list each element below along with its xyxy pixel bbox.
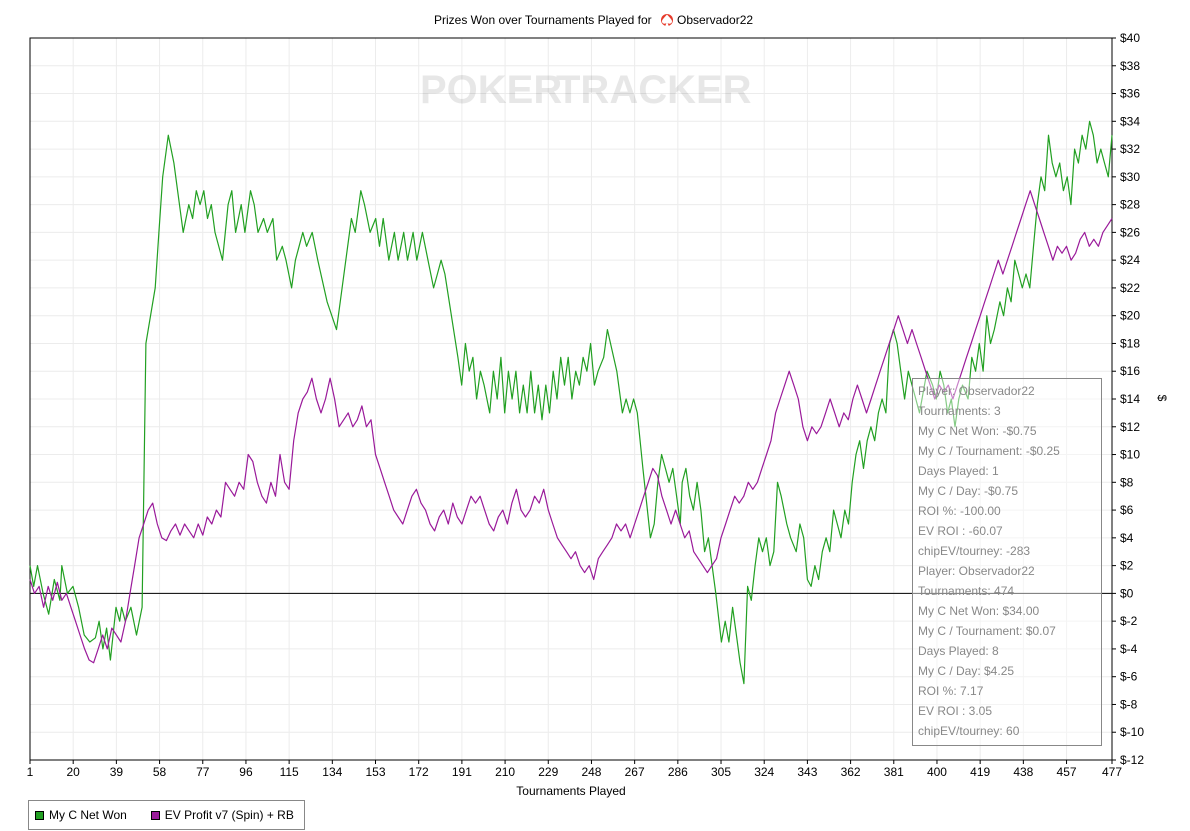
legend-swatch	[150, 810, 160, 820]
y-tick-label: $-4	[1120, 642, 1138, 656]
x-tick-label: 115	[280, 765, 299, 779]
tooltip-line: EV ROI : 3.05	[918, 704, 993, 718]
y-tick-label: $20	[1120, 309, 1140, 323]
poker-tracker-watermark: POKER TRACKER	[420, 68, 752, 112]
y-tick-label: $28	[1120, 198, 1140, 212]
series-layer	[29, 120, 1113, 685]
watermark-tracker: TRACKER	[556, 68, 752, 112]
x-tick-label: 267	[625, 765, 645, 779]
x-tick-label: 400	[927, 765, 947, 779]
tooltip-line: chipEV/tourney: 60	[918, 724, 1020, 738]
legend-swatch	[35, 810, 44, 820]
y-tick-label: $26	[1120, 225, 1140, 239]
chart-title-player: Observador22	[677, 13, 753, 27]
legend-item-ev-profit[interactable]: EV Profit v7 (Spin) + RB	[150, 808, 294, 822]
x-tick-label: 210	[495, 765, 515, 779]
y-tick-label: $34	[1120, 114, 1140, 128]
x-tick-label: 477	[1102, 765, 1122, 779]
x-tick-label: 39	[110, 765, 124, 779]
y-tick-label: $-6	[1120, 670, 1138, 684]
y-tick-label: $24	[1120, 253, 1140, 267]
y-tick-label: $0	[1120, 586, 1134, 600]
chart-title-group: Prizes Won over Tournaments Played for O…	[434, 13, 753, 27]
tooltip-line: Tournaments: 474	[918, 584, 1015, 598]
x-tick-label: 248	[581, 765, 601, 779]
y-tick-label: $22	[1120, 281, 1140, 295]
x-tick-label: 419	[970, 765, 990, 779]
y-tick-label: $4	[1120, 531, 1134, 545]
tooltip-line: My C / Tournament: $0.07	[918, 624, 1056, 638]
x-tick-label: 381	[884, 765, 904, 779]
y-axis-label: $	[1155, 395, 1169, 402]
x-tick-label: 343	[797, 765, 817, 779]
x-axis-label: Tournaments Played	[516, 784, 625, 798]
x-axis-ticks: 1 20 39 58 77 96 115 134 153 172 191 210 229 248 267 28…	[27, 760, 1122, 779]
tooltip-line: Player: Observador22	[918, 384, 1035, 398]
x-tick-label: 172	[409, 765, 429, 779]
x-tick-label: 153	[365, 765, 385, 779]
y-tick-label: $-8	[1120, 697, 1138, 711]
x-tick-label: 286	[668, 765, 688, 779]
x-tick-label: 20	[67, 765, 81, 779]
tooltip-line: Days Played: 1	[918, 464, 999, 478]
tooltip-line: My C Net Won: $34.00	[918, 604, 1040, 618]
x-tick-label: 438	[1013, 765, 1033, 779]
tooltip-line: My C / Tournament: -$0.25	[918, 444, 1060, 458]
chart-legend: My C Net Won EV Profit v7 (Spin) + RB	[28, 800, 305, 830]
y-tick-label: $-12	[1120, 753, 1144, 767]
grid	[29, 37, 1113, 761]
x-tick-label: 324	[754, 765, 774, 779]
x-tick-label: 362	[841, 765, 861, 779]
y-tick-label: $40	[1120, 31, 1140, 45]
tooltip-line: ROI %: -100.00	[918, 504, 1001, 518]
x-tick-label: 134	[322, 765, 342, 779]
tooltip-line: Player: Observador22	[918, 564, 1035, 578]
legend-label: EV Profit v7 (Spin) + RB	[164, 808, 294, 822]
y-tick-label: $-2	[1120, 614, 1138, 628]
y-tick-label: $38	[1120, 59, 1140, 73]
x-tick-label: 191	[452, 765, 472, 779]
x-tick-label: 1	[27, 765, 34, 779]
tooltip-line: My C / Day: -$0.75	[918, 484, 1019, 498]
series-line-my-c-net-won	[29, 120, 1113, 685]
y-tick-label: $16	[1120, 364, 1140, 378]
x-tick-label: 457	[1057, 765, 1077, 779]
y-tick-label: $10	[1120, 448, 1140, 462]
y-tick-label: $12	[1120, 420, 1140, 434]
y-tick-label: $18	[1120, 336, 1140, 350]
y-tick-label: $30	[1120, 170, 1140, 184]
tooltip-line: My C / Day: $4.25	[918, 664, 1015, 678]
series-line-ev-profit	[29, 190, 1113, 664]
x-tick-label: 305	[711, 765, 731, 779]
x-tick-label: 77	[196, 765, 210, 779]
tooltip-line: chipEV/tourney: -283	[918, 544, 1031, 558]
poker-spade-icon	[661, 14, 673, 26]
tooltip-line: EV ROI : -60.07	[918, 524, 1003, 538]
x-tick-label: 229	[538, 765, 558, 779]
y-tick-label: $6	[1120, 503, 1134, 517]
x-tick-label: 58	[153, 765, 167, 779]
tooltip-line: Tournaments: 3	[918, 404, 1001, 418]
y-tick-label: $14	[1120, 392, 1140, 406]
watermark-poker: POKER	[420, 68, 562, 112]
tooltip-line: My C Net Won: -$0.75	[918, 424, 1037, 438]
y-tick-label: $2	[1120, 559, 1134, 573]
y-tick-label: $8	[1120, 475, 1134, 489]
chart-title: Prizes Won over Tournaments Played for	[434, 13, 652, 27]
x-tick-label: 96	[239, 765, 253, 779]
tooltip-line: Days Played: 8	[918, 644, 999, 658]
tooltip-panel: Player: Observador22 Tournaments: 3 My C…	[912, 378, 1102, 746]
legend-item-my-c-net-won[interactable]: My C Net Won	[35, 808, 127, 822]
y-tick-label: $36	[1120, 87, 1140, 101]
legend-label: My C Net Won	[49, 808, 127, 822]
tooltip-line: ROI %: 7.17	[918, 684, 984, 698]
y-tick-label: $-10	[1120, 725, 1144, 739]
y-axis-ticks: $40 $38 $36 $34 $32 $30 $28 $26 $24 $22 $20 $18 $16 $…	[1112, 31, 1144, 767]
y-tick-label: $32	[1120, 142, 1140, 156]
